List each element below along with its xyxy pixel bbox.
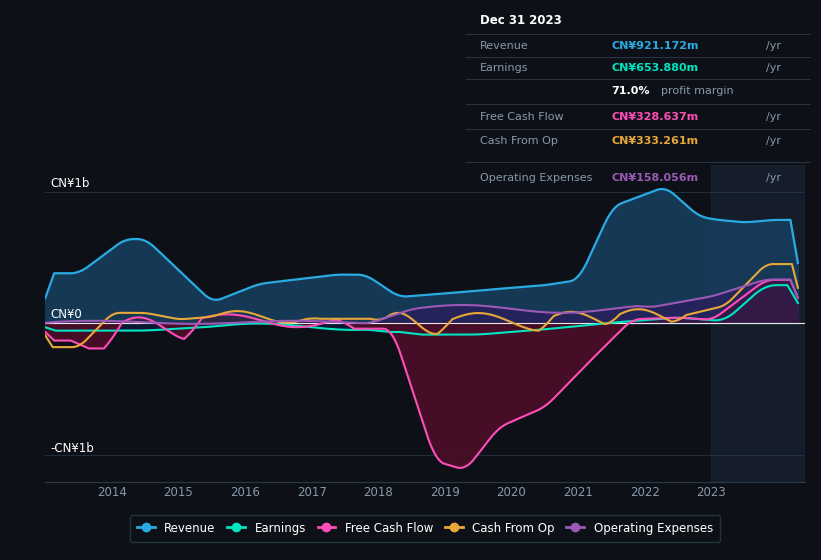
Text: /yr: /yr — [766, 63, 782, 73]
Text: Cash From Op: Cash From Op — [480, 136, 558, 146]
Text: -CN¥1b: -CN¥1b — [50, 442, 94, 455]
Text: CN¥328.637m: CN¥328.637m — [611, 111, 699, 122]
Text: CN¥0: CN¥0 — [50, 308, 82, 321]
Text: Earnings: Earnings — [480, 63, 529, 73]
Text: /yr: /yr — [766, 111, 782, 122]
Text: CN¥333.261m: CN¥333.261m — [611, 136, 699, 146]
Text: Free Cash Flow: Free Cash Flow — [480, 111, 564, 122]
Text: profit margin: profit margin — [661, 86, 734, 96]
Text: Revenue: Revenue — [480, 41, 529, 50]
Text: Operating Expenses: Operating Expenses — [480, 172, 593, 183]
Text: CN¥653.880m: CN¥653.880m — [611, 63, 699, 73]
Text: CN¥1b: CN¥1b — [50, 178, 89, 190]
Legend: Revenue, Earnings, Free Cash Flow, Cash From Op, Operating Expenses: Revenue, Earnings, Free Cash Flow, Cash … — [130, 515, 720, 542]
Text: CN¥158.056m: CN¥158.056m — [611, 172, 699, 183]
Text: CN¥921.172m: CN¥921.172m — [611, 41, 699, 50]
Text: /yr: /yr — [766, 172, 782, 183]
Bar — [711, 165, 811, 482]
Text: Dec 31 2023: Dec 31 2023 — [480, 14, 562, 27]
Text: /yr: /yr — [766, 41, 782, 50]
Text: 71.0%: 71.0% — [611, 86, 649, 96]
Text: /yr: /yr — [766, 136, 782, 146]
